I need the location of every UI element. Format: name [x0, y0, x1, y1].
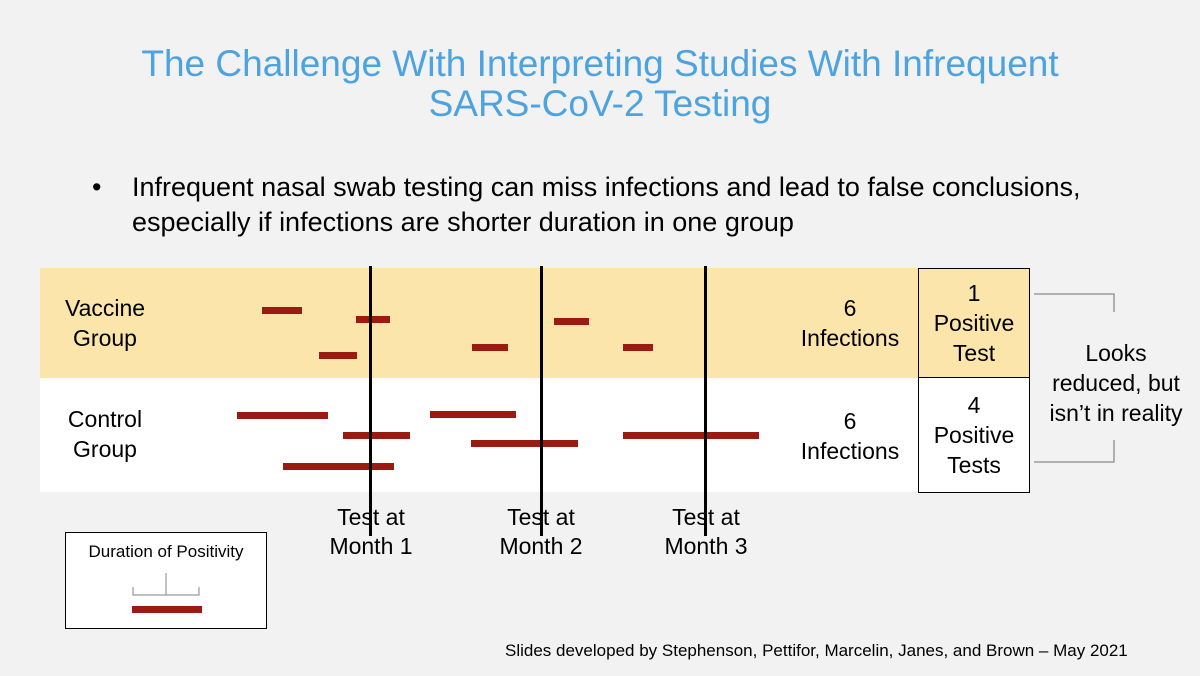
test-month-1-label-line1: Test at	[337, 504, 405, 530]
control-result-line1: Positive	[933, 422, 1015, 448]
test-month-1-label-line2: Month 1	[329, 533, 413, 559]
vaccine-result-text: 1 Positive Test	[919, 278, 1029, 368]
control-infection-count: 6 Infections	[790, 406, 910, 466]
test-month-1-line	[369, 266, 372, 536]
conclusion-text: Looks reduced, but isn’t in reality	[1036, 338, 1196, 428]
control-infection-bar	[343, 432, 410, 439]
legend-box: Duration of Positivity	[65, 532, 267, 629]
vaccine-infection-count-text: Infections	[800, 325, 900, 351]
vaccine-infection-bar	[319, 352, 357, 359]
vaccine-infection-count-number: 6	[843, 295, 857, 321]
conclusion-line3: isn’t in reality	[1049, 400, 1183, 426]
vaccine-infection-bar	[623, 344, 653, 351]
bullet-icon: •	[92, 172, 102, 202]
vaccine-group-label-line2: Group	[73, 325, 137, 351]
control-result-number: 4	[967, 392, 981, 418]
control-group-label-line1: Control	[67, 406, 143, 432]
comparison-bracket	[1034, 293, 1115, 463]
legend-duration-bar	[132, 606, 202, 613]
control-group-label-line2: Group	[73, 436, 137, 462]
vaccine-infection-count: 6 Infections	[790, 293, 910, 353]
control-infection-bar	[623, 432, 759, 439]
conclusion-line2: reduced, but	[1052, 370, 1180, 396]
test-month-3-label: Test at Month 3	[641, 503, 771, 561]
vaccine-group-label: Vaccine Group	[40, 293, 170, 353]
slide-title-line2: SARS-CoV-2 Testing	[428, 83, 772, 124]
vaccine-result-line1: Positive	[933, 310, 1015, 336]
vaccine-result-line2: Test	[952, 340, 996, 366]
control-result-line2: Tests	[947, 452, 1001, 478]
control-group-band	[40, 378, 918, 492]
test-month-3-label-line2: Month 3	[664, 533, 748, 559]
vaccine-infection-bar	[554, 318, 589, 325]
vaccine-infection-bar	[472, 344, 508, 351]
conclusion-line1: Looks	[1085, 340, 1147, 366]
test-month-1-label: Test at Month 1	[306, 503, 436, 561]
test-month-2-label-line1: Test at	[507, 504, 575, 530]
test-month-2-line	[540, 266, 543, 536]
control-infection-count-text: Infections	[800, 438, 900, 464]
legend-bracket-icon	[132, 573, 200, 596]
control-infection-count-number: 6	[843, 408, 857, 434]
test-month-3-line	[704, 266, 707, 536]
bullet-text: Infrequent nasal swab testing can miss i…	[132, 172, 1081, 237]
vaccine-infection-bar	[262, 307, 302, 314]
control-infection-bar	[237, 412, 328, 419]
vaccine-result-box: 1 Positive Test	[918, 268, 1030, 378]
control-infection-bar	[471, 440, 578, 447]
control-infection-bar	[430, 411, 516, 418]
slide-title: The Challenge With Interpreting Studies …	[40, 44, 1160, 124]
test-month-2-label-line2: Month 2	[499, 533, 583, 559]
vaccine-group-band	[40, 268, 918, 378]
control-result-text: 4 Positive Tests	[919, 390, 1029, 480]
vaccine-group-label-line1: Vaccine	[64, 295, 146, 321]
vaccine-result-number: 1	[967, 280, 981, 306]
slide-footer: Slides developed by Stephenson, Pettifor…	[505, 641, 1128, 660]
control-result-box: 4 Positive Tests	[918, 377, 1030, 493]
test-month-2-label: Test at Month 2	[476, 503, 606, 561]
control-infection-bar	[283, 463, 394, 470]
test-month-3-label-line1: Test at	[672, 504, 740, 530]
legend-title: Duration of Positivity	[88, 542, 244, 561]
slide-title-line1: The Challenge With Interpreting Studies …	[141, 43, 1059, 84]
control-group-label: Control Group	[40, 404, 170, 464]
vaccine-infection-bar	[356, 316, 390, 323]
